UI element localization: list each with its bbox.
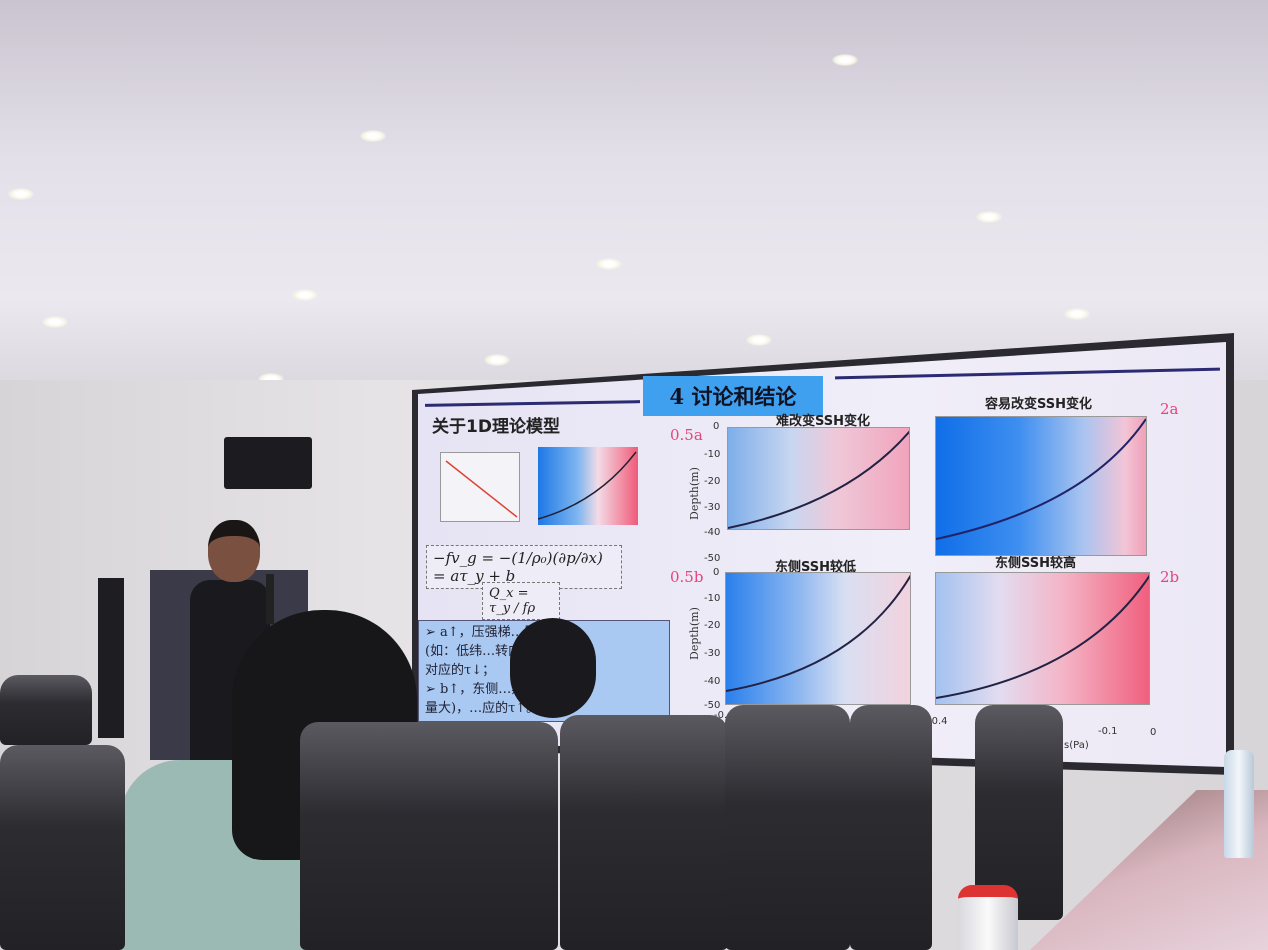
floor-speaker — [98, 578, 124, 738]
x-tick: -0.4 — [928, 716, 948, 727]
panel-title: 容易改变SSH变化 — [985, 397, 1093, 412]
chair — [560, 715, 728, 950]
slide-title: 4 讨论和结论 — [643, 376, 823, 416]
y-tick: 0 — [713, 421, 720, 432]
contour-plot-0.5b — [725, 572, 911, 705]
presenter-head — [208, 520, 260, 582]
x-tick: -0.4 — [714, 710, 734, 721]
ceiling-light — [292, 289, 318, 301]
speaker-box — [224, 437, 312, 489]
microphone — [266, 574, 274, 624]
panel-title: 难改变SSH变化 — [776, 414, 871, 429]
bullet-line: 量大)，…应的τ↑。 — [425, 701, 540, 716]
water-bottle — [1224, 750, 1254, 858]
ceiling-light — [360, 130, 386, 142]
y-tick: 0 — [713, 567, 720, 578]
chair — [300, 722, 558, 950]
y-tick: -20 — [704, 620, 721, 631]
panel-label: 0.5a — [670, 426, 703, 444]
scatter-thumbnail — [440, 452, 520, 522]
slide-subtitle: 关于1D理论模型 — [432, 417, 560, 437]
chair — [0, 675, 92, 745]
bullet-line: (如：低纬…转向流 — [425, 644, 535, 659]
contour-plot-2b — [935, 572, 1150, 705]
panel-label: 2a — [1160, 400, 1179, 418]
chair — [975, 705, 1063, 920]
ceiling — [0, 0, 1268, 400]
contour-plot-2a — [935, 416, 1147, 556]
x-axis-label: s(Pa) — [1064, 740, 1089, 751]
chair — [725, 705, 850, 950]
contour-plot-0.5a — [727, 427, 910, 530]
contour-thumbnail — [537, 447, 638, 525]
ceiling-light — [832, 54, 858, 66]
panel-label: 0.5b — [670, 568, 704, 586]
y-tick: -20 — [704, 476, 721, 487]
y-tick: -40 — [704, 676, 721, 687]
ceiling-light — [1064, 308, 1090, 320]
y-tick: -30 — [704, 648, 721, 659]
ceiling-light — [976, 211, 1002, 223]
chair — [0, 745, 125, 950]
equation-geostrophic: −fv_g = −(1/ρ₀)(∂p/∂x) = aτ_y + b — [426, 545, 622, 589]
bullet-line: 对应的τ↓； — [425, 663, 496, 678]
y-tick: -30 — [704, 502, 721, 513]
equation-transport: Q_x = τ_y / fρ — [482, 582, 560, 620]
ceiling-light — [8, 188, 34, 200]
y-tick: -50 — [704, 553, 721, 564]
panel-title: 东侧SSH较低 — [775, 560, 857, 575]
audience-member-head — [510, 618, 596, 718]
panel-title: 东侧SSH较高 — [995, 556, 1077, 571]
y-axis-label: Depth(m) — [688, 607, 701, 660]
y-tick: -50 — [704, 700, 721, 711]
x-tick: -0.1 — [1098, 726, 1118, 737]
ceiling-light — [746, 334, 772, 346]
panel-label: 2b — [1160, 568, 1180, 586]
y-tick: -10 — [704, 449, 721, 460]
y-tick: -10 — [704, 593, 721, 604]
x-tick: 0 — [1150, 727, 1157, 738]
ceiling-light — [596, 258, 622, 270]
y-tick: -40 — [704, 527, 721, 538]
water-bottle — [958, 885, 1018, 950]
chair — [850, 705, 932, 950]
y-axis-label: Depth(m) — [688, 467, 701, 520]
ceiling-light — [42, 316, 68, 328]
ceiling-light — [484, 354, 510, 366]
